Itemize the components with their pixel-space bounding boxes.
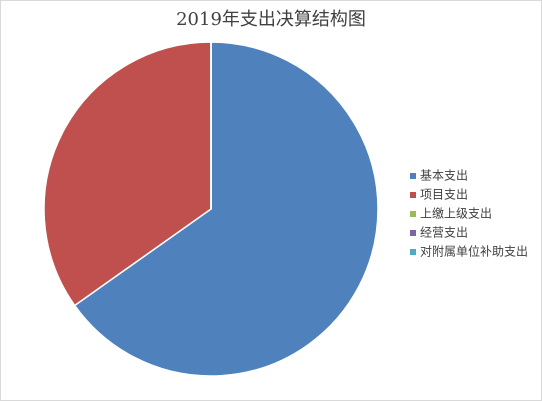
chart-title: 2019年支出决算结构图 xyxy=(176,9,366,30)
pie-slice xyxy=(73,41,379,377)
legend-label: 经营支出 xyxy=(420,226,468,240)
legend-swatch xyxy=(410,173,416,179)
legend-label: 基本支出 xyxy=(420,169,468,183)
legend-label: 项目支出 xyxy=(420,188,468,202)
legend-swatch xyxy=(410,230,416,236)
legend-swatch xyxy=(410,249,416,255)
legend-label: 上缴上级支出 xyxy=(420,206,492,221)
legend-swatch xyxy=(410,211,416,217)
legend-swatch xyxy=(410,192,416,198)
pie-slice xyxy=(43,41,212,307)
legend-label: 对附属单位补助支出 xyxy=(420,244,528,259)
